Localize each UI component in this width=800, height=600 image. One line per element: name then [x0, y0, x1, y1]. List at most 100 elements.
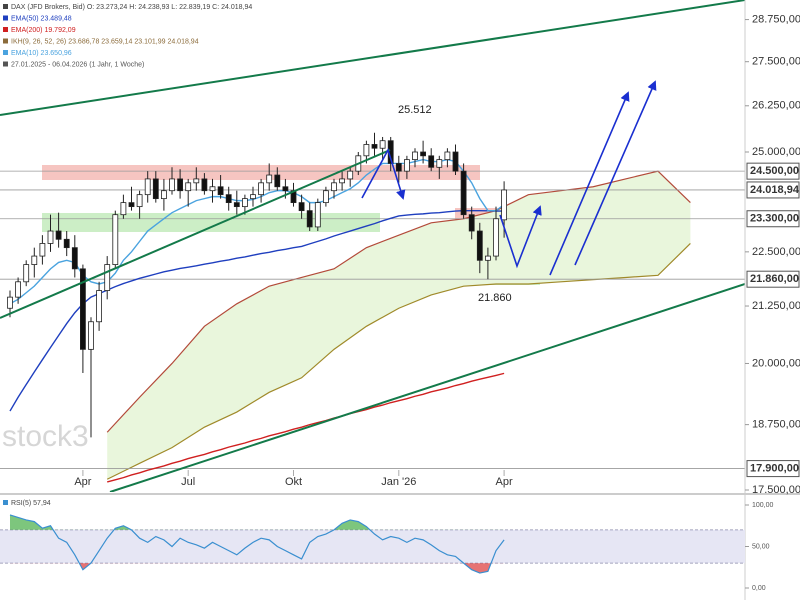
arrow [574, 80, 657, 266]
candle-body [160, 190, 167, 200]
legend-swatch [3, 500, 8, 505]
candle-body [55, 230, 62, 240]
candle-body [104, 264, 111, 291]
candle-body [460, 170, 467, 216]
level-label: 24.018,94 [750, 184, 800, 196]
y-tick-label: 26.250,00 [752, 100, 800, 112]
candle-body [15, 281, 22, 298]
candle-body [347, 170, 354, 180]
legend-swatch [3, 50, 8, 55]
legend-swatch [3, 61, 8, 67]
candle-body [23, 264, 30, 283]
legend-swatch [3, 27, 8, 32]
trend-line [109, 283, 745, 492]
candle-body [339, 178, 346, 184]
candle-body [31, 255, 38, 265]
legend-entry: EMA(50) 23.489,48 [11, 15, 72, 22]
x-tick-label: Okt [285, 476, 302, 488]
candle-body [63, 238, 70, 249]
candle-body [96, 290, 102, 323]
watermark: stock3 [2, 420, 89, 453]
candle-body [501, 189, 508, 221]
y-tick-label: 18.750,00 [752, 419, 800, 431]
indicator-line [9, 158, 505, 305]
candle-body [233, 202, 240, 208]
legend-entry: EMA(10) 23.650,96 [11, 50, 72, 57]
candle-body [371, 144, 378, 149]
rsi-tick-label: 0,00 [752, 585, 766, 592]
level-box [746, 162, 800, 180]
candle-body [152, 178, 159, 200]
y-tick-label: 27.500,00 [752, 56, 800, 68]
candle-body [363, 144, 370, 157]
trend-line [0, 149, 391, 319]
y-tick-label: 21.250,00 [752, 300, 800, 312]
candle-body [241, 198, 248, 208]
rsi-panel: 100,00 50,00 0,00 RSI(5) 57,94 [0, 500, 774, 592]
level-box [746, 460, 800, 478]
indicator-line [9, 209, 505, 412]
cloud-span-b [106, 243, 691, 480]
candle-body [484, 255, 491, 261]
drawings [0, 0, 745, 492]
candle-body [128, 202, 135, 208]
annotation: 21.860 [478, 292, 512, 304]
candle-body [493, 218, 499, 257]
candle-body [476, 230, 483, 261]
candle-body [217, 186, 224, 196]
x-tick-label: Jan '26 [381, 476, 416, 488]
candle-body [71, 247, 78, 270]
level-box [746, 270, 800, 288]
candle-body [420, 151, 427, 157]
y-tick-label: 17.500,00 [752, 484, 800, 496]
candle-body [169, 178, 175, 192]
candle-body [314, 202, 321, 228]
legend-entry: 27.01.2025 - 06.04.2026 (1 Jahr, 1 Woche… [11, 61, 144, 68]
trend-line [0, 0, 745, 116]
candle-body [201, 178, 208, 192]
candle-body [258, 182, 265, 196]
candle-body [88, 321, 94, 350]
ichimoku-cloud [107, 171, 691, 480]
x-tick-label: Apr [74, 476, 91, 488]
candle-body [331, 182, 337, 192]
candle-body [112, 214, 119, 265]
level-label: 17.900,00 [750, 462, 799, 474]
level-box [746, 181, 800, 199]
candle-body [274, 174, 281, 188]
candle-body [47, 230, 54, 244]
candle-body [266, 174, 273, 184]
y-tick-label: 20.000,00 [752, 357, 800, 369]
candle-body [250, 194, 256, 200]
candle-body [225, 194, 232, 204]
candle-body [322, 190, 329, 204]
level-label: 21.860,00 [750, 273, 799, 285]
candle-body [136, 194, 143, 208]
arrow [549, 91, 630, 276]
legend: DAX (JFD Brokers, Bid) O: 23.273,24 H: 2… [3, 4, 252, 68]
arrow [361, 147, 406, 200]
support-zone [42, 213, 380, 232]
indicator-line [107, 372, 505, 483]
legend-entry: IKH(9, 26, 52, 26) 23.686,78 23.659,14 2… [11, 38, 199, 45]
candle-body [209, 186, 216, 192]
candle-body [144, 178, 151, 196]
resistance-zone [42, 165, 480, 180]
candle-body [436, 159, 443, 168]
rsi-title: RSI(5) 57,94 [11, 500, 51, 507]
candle-body [193, 178, 200, 184]
level-label: 23.300,00 [750, 213, 799, 225]
plot: 25.512 21.860 [0, 104, 745, 483]
cloud-span-a [106, 170, 691, 433]
candle-body [177, 178, 184, 192]
arrow [499, 205, 542, 269]
x-tick-label: Jul [181, 476, 195, 488]
candle-body [80, 268, 86, 350]
legend-swatch [3, 15, 8, 21]
legend-entry: DAX (JFD Brokers, Bid) O: 23.273,24 H: 2… [11, 4, 252, 11]
level-label: 24.500,00 [750, 165, 799, 177]
y-tick-label: 22.500,00 [752, 246, 800, 258]
rsi-tick-label: 100,00 [752, 502, 774, 509]
